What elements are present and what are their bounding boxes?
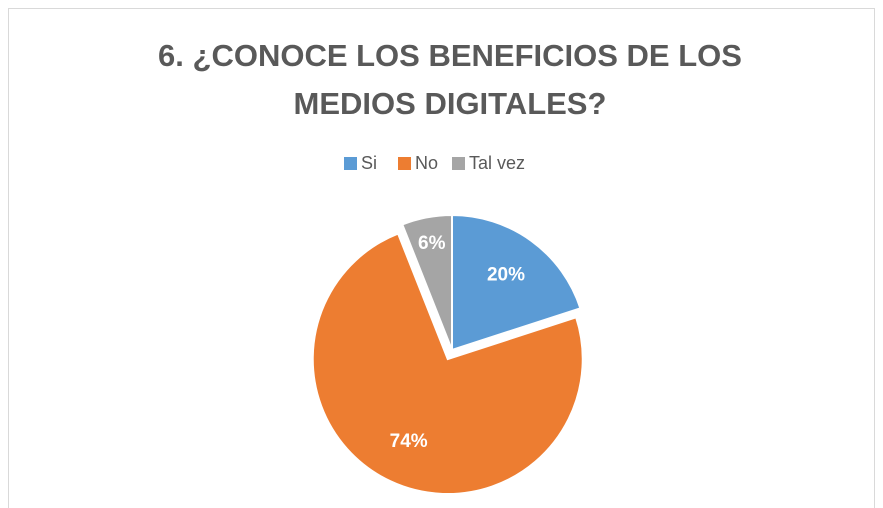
pie-slice — [311, 232, 584, 496]
data-label: 20% — [487, 265, 525, 286]
chart-title: MEDIOS DIGITALES? — [294, 86, 607, 121]
data-label: 74% — [390, 431, 428, 452]
legend-label: Si — [361, 153, 377, 173]
pie-slice — [401, 213, 453, 351]
data-label: 6% — [418, 233, 446, 254]
legend-label: Tal vez — [469, 153, 525, 173]
pie-slice — [451, 213, 582, 352]
legend-swatch — [452, 157, 465, 170]
legend-swatch — [344, 157, 357, 170]
legend-swatch — [398, 157, 411, 170]
legend-label: No — [415, 153, 438, 173]
chart-title: 6. ¿CONOCE LOS BENEFICIOS DE LOS — [158, 38, 742, 73]
